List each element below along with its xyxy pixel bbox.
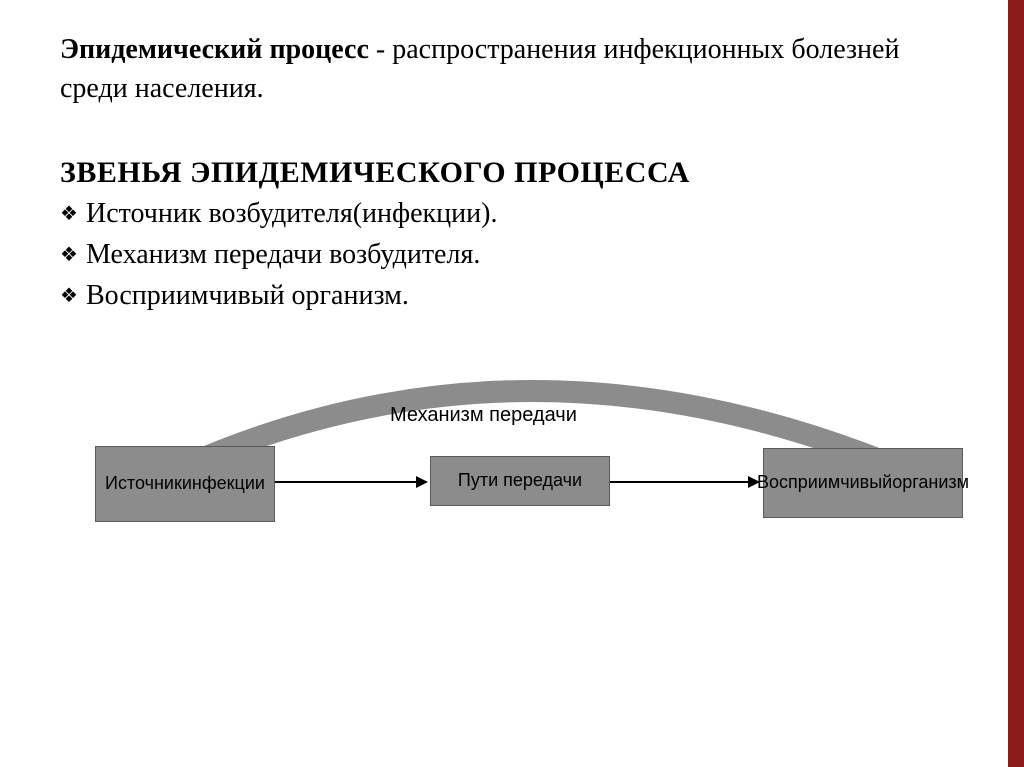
bullet-item: Источник возбудителя(инфекции).: [60, 194, 964, 235]
intro-text: Эпидемический процесс - распространения …: [60, 30, 964, 108]
flowchart-diagram: Механизм передачи Источникинфекции Пути п…: [60, 356, 960, 576]
arc-label: Механизм передачи: [390, 404, 577, 427]
intro-bold: Эпидемический процесс: [60, 34, 369, 65]
bullet-list: Источник возбудителя(инфекции). Механизм…: [60, 194, 964, 316]
bullet-item: Механизм передачи возбудителя.: [60, 235, 964, 276]
arrow-line: [275, 481, 418, 483]
arrow-head-icon: [416, 476, 428, 488]
box-paths: Пути передачи: [430, 456, 610, 506]
accent-bar: [1008, 0, 1024, 767]
box-source: Источникинфекции: [95, 446, 275, 522]
arrow-head-icon: [748, 476, 760, 488]
bullet-item: Восприимчивый организм.: [60, 276, 964, 317]
box-susceptible: Восприимчивыйорганизм: [763, 448, 963, 518]
content-area: Эпидемический процесс - распространения …: [0, 0, 1024, 606]
arrow-line: [610, 481, 750, 483]
section-title: ЗВЕНЬЯ ЭПИДЕМИЧЕСКОГО ПРОЦЕССА: [60, 156, 964, 190]
